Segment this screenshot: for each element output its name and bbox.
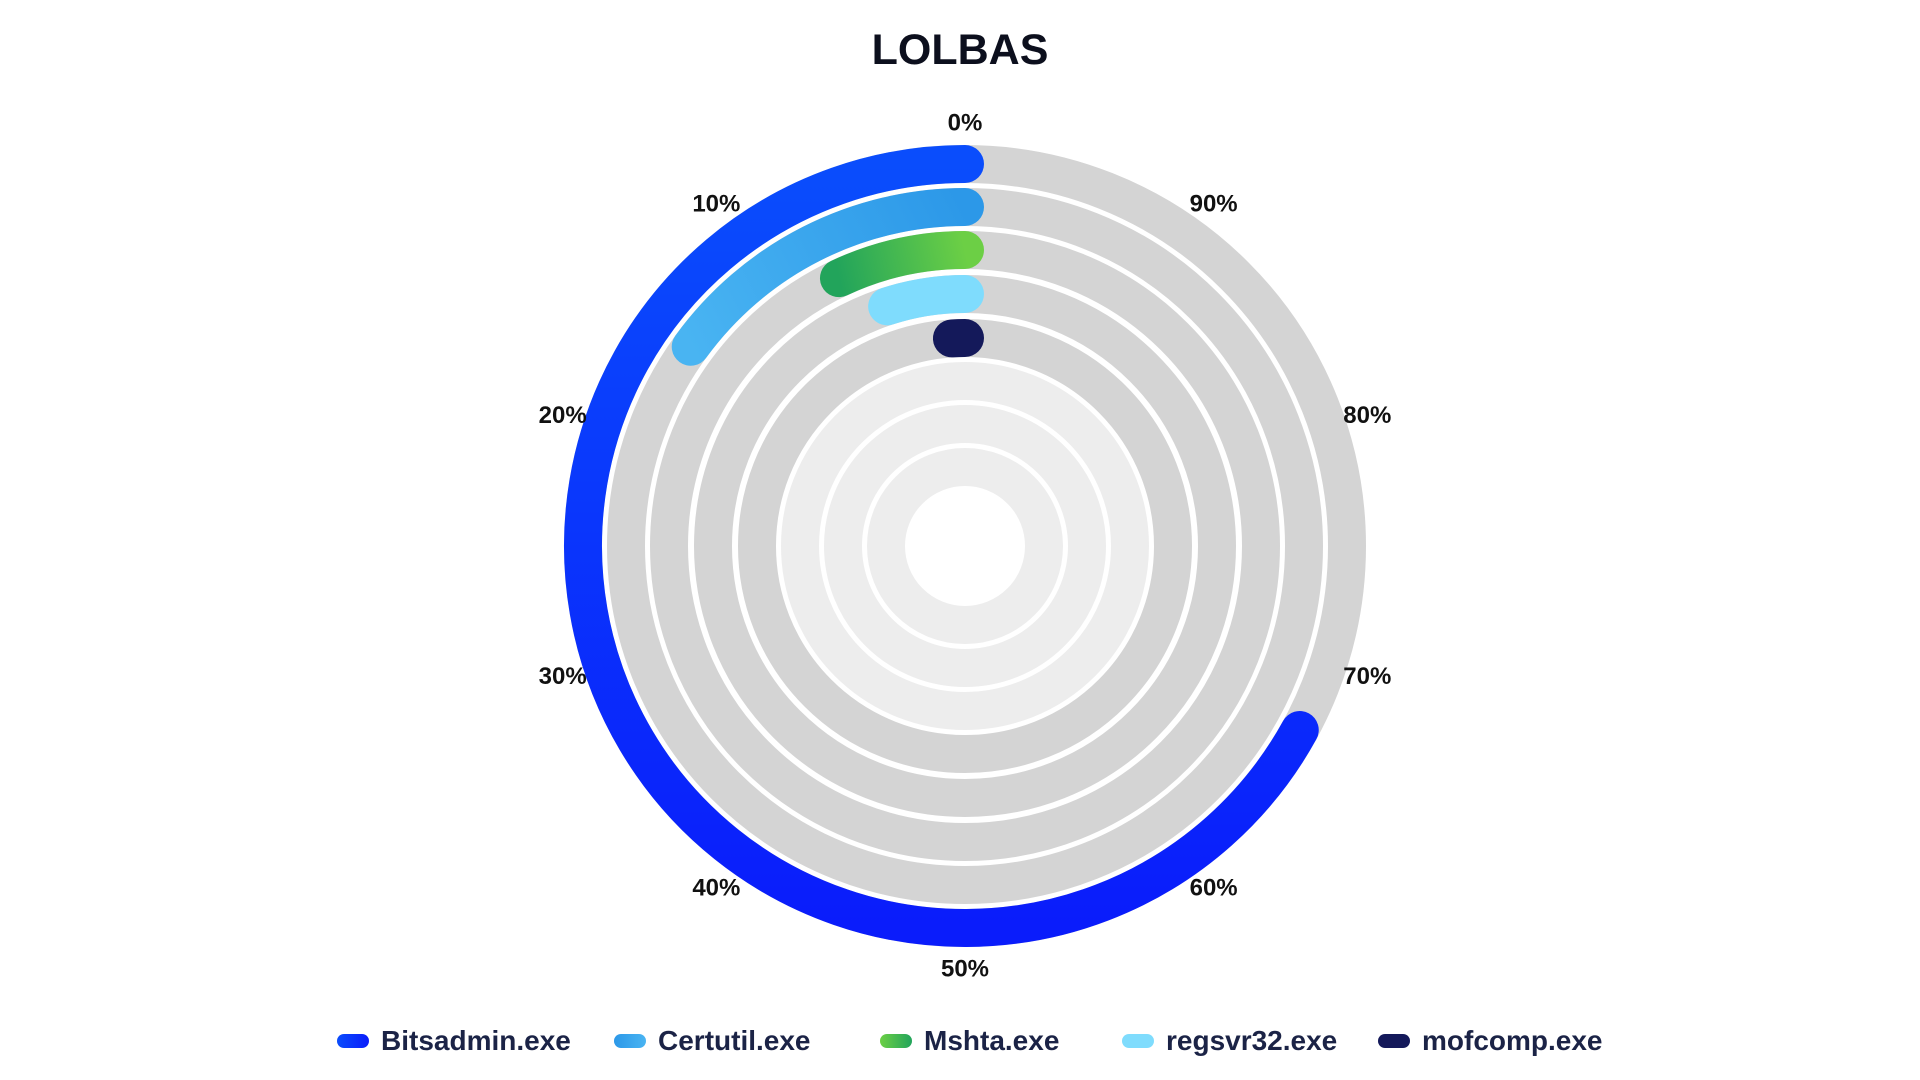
bar-regsvr32-exe <box>868 275 984 326</box>
tick-label-6: 60% <box>1190 875 1238 902</box>
legend-label: Bitsadmin.exe <box>381 1025 571 1056</box>
legend-item: mofcomp.exe <box>1378 1018 1603 1064</box>
tick-label-1: 10% <box>692 190 740 217</box>
legend-item: Bitsadmin.exe <box>337 1018 571 1064</box>
bar-mshta-exe <box>819 231 984 298</box>
legend-item: regsvr32.exe <box>1122 1018 1337 1064</box>
legend-label: mofcomp.exe <box>1422 1025 1603 1056</box>
legend-item: Certutil.exe <box>614 1018 811 1064</box>
legend-label: regsvr32.exe <box>1166 1025 1338 1056</box>
bar-certutil-exe <box>671 188 984 366</box>
series-bars <box>564 145 1319 947</box>
tick-label-0: 0% <box>948 110 983 137</box>
legend: Bitsadmin.exe Certutil.exe Mshta.exe regsvr… <box>0 1018 1920 1064</box>
angular-tick-labels: 0% 10% 20% 30% 40% 50% 60% 70% 80% 90% <box>539 110 1392 983</box>
legend-label: Certutil.exe <box>658 1025 811 1056</box>
tick-label-8: 80% <box>1343 402 1391 429</box>
tick-label-5: 50% <box>941 956 989 983</box>
legend-label: Mshta.exe <box>924 1025 1060 1056</box>
legend-swatch <box>337 1034 369 1048</box>
tick-label-7: 70% <box>1343 663 1391 690</box>
tick-label-9: 90% <box>1190 190 1238 217</box>
inner-track-ring-1 <box>781 362 1149 730</box>
legend-item: Mshta.exe <box>880 1018 1059 1064</box>
legend-swatch <box>880 1034 912 1048</box>
tick-label-4: 40% <box>692 875 740 902</box>
chart-title: LOLBAS <box>871 26 1049 74</box>
legend-swatch <box>614 1034 646 1048</box>
track-ring-5 <box>738 319 1192 773</box>
tick-label-2: 20% <box>539 402 587 429</box>
inner-track-ring-2 <box>824 405 1106 687</box>
legend-swatch <box>1122 1034 1154 1048</box>
tick-label-3: 30% <box>539 663 587 690</box>
inner-track-ring-3 <box>867 448 1063 644</box>
legend-swatch <box>1378 1034 1410 1048</box>
bar-bitsadmin-exe <box>564 145 1319 947</box>
